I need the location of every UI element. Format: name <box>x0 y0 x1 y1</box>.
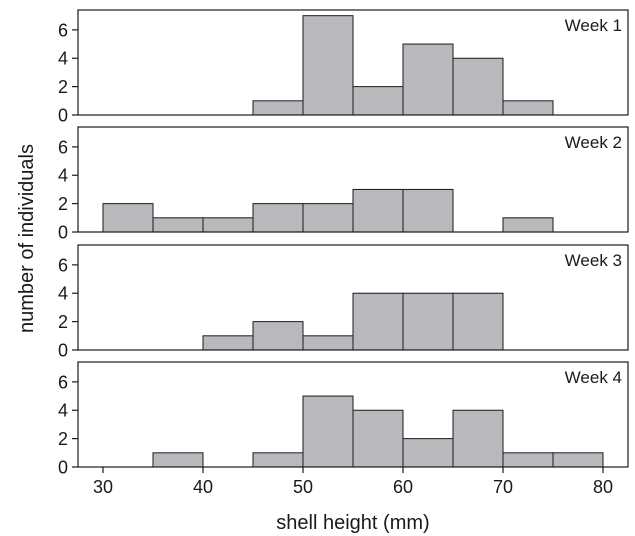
x-axis: 30 40 50 60 70 80 <box>93 467 613 497</box>
histogram-bar <box>552 452 604 468</box>
panel-frame <box>77 126 629 233</box>
y-tick-label: 6 <box>58 372 68 392</box>
y-tick-label: 4 <box>58 284 68 304</box>
histogram-bar <box>402 43 454 116</box>
y-tick-label: 0 <box>58 106 68 126</box>
panel-week-2: 0 2 4 6 Week 2 <box>58 126 629 243</box>
panel-frame <box>77 9 629 116</box>
histogram-bar <box>302 203 354 233</box>
y-tick-label: 4 <box>58 49 68 69</box>
histogram-bar <box>102 203 154 233</box>
panel-title: Week 2 <box>565 133 622 152</box>
histogram-bar <box>302 15 354 116</box>
x-tick-label: 50 <box>293 477 313 497</box>
panel-title: Week 4 <box>565 368 622 387</box>
histogram-bar <box>452 292 504 351</box>
x-tick-label: 80 <box>593 477 613 497</box>
y-tick-label: 0 <box>58 458 68 478</box>
y-tick-label: 6 <box>58 255 68 275</box>
x-tick-label: 30 <box>93 477 113 497</box>
y-tick-label: 4 <box>58 401 68 421</box>
x-axis-label: shell height (mm) <box>276 512 429 534</box>
y-tick-label: 6 <box>58 20 68 40</box>
histogram-bar <box>352 409 404 468</box>
histogram-bar <box>502 100 554 116</box>
panel-frame <box>77 244 629 351</box>
histogram-bar <box>402 188 454 233</box>
histogram-bar <box>452 57 504 116</box>
histogram-bar <box>202 335 254 351</box>
panels-layer: 0 2 4 6 Week 1 0 2 4 6 Week 2 0 2 4 6 Week 3 0 2 4 6 Week 4 <box>58 9 629 478</box>
panel-week-1: 0 2 4 6 Week 1 <box>58 9 629 126</box>
panel-week-4: 0 2 4 6 Week 4 <box>58 361 629 478</box>
y-tick-label: 2 <box>58 77 68 97</box>
histogram-bar <box>402 438 454 468</box>
histogram-bar <box>352 86 404 116</box>
x-tick-label: 40 <box>193 477 213 497</box>
histogram-bar <box>202 217 254 233</box>
x-tick-label: 60 <box>393 477 413 497</box>
histogram-bar <box>352 188 404 233</box>
histogram-bar <box>252 203 304 233</box>
histogram-bar <box>452 409 504 468</box>
panel-title: Week 1 <box>565 16 622 35</box>
y-tick-label: 2 <box>58 312 68 332</box>
y-tick-label: 0 <box>58 223 68 243</box>
panel-title: Week 3 <box>565 251 622 270</box>
y-tick-label: 0 <box>58 341 68 361</box>
histogram-bar <box>152 452 204 468</box>
histogram-bar <box>302 335 354 351</box>
panel-week-3: 0 2 4 6 Week 3 <box>58 244 629 361</box>
histogram-bar <box>502 452 554 468</box>
y-tick-label: 4 <box>58 166 68 186</box>
y-tick-label: 2 <box>58 429 68 449</box>
y-tick-label: 2 <box>58 194 68 214</box>
histogram-bar <box>252 100 304 116</box>
histogram-bar <box>352 292 404 351</box>
histogram-bar <box>302 395 354 468</box>
histogram-bar <box>252 452 304 468</box>
panel-frame <box>77 361 629 468</box>
histogram-bar <box>502 217 554 233</box>
y-tick-label: 6 <box>58 137 68 157</box>
x-tick-label: 70 <box>493 477 513 497</box>
histogram-bar <box>402 292 454 351</box>
histogram-bar <box>152 217 204 233</box>
histogram-bar <box>252 321 304 351</box>
y-axis-label: number of individuals <box>16 144 38 333</box>
